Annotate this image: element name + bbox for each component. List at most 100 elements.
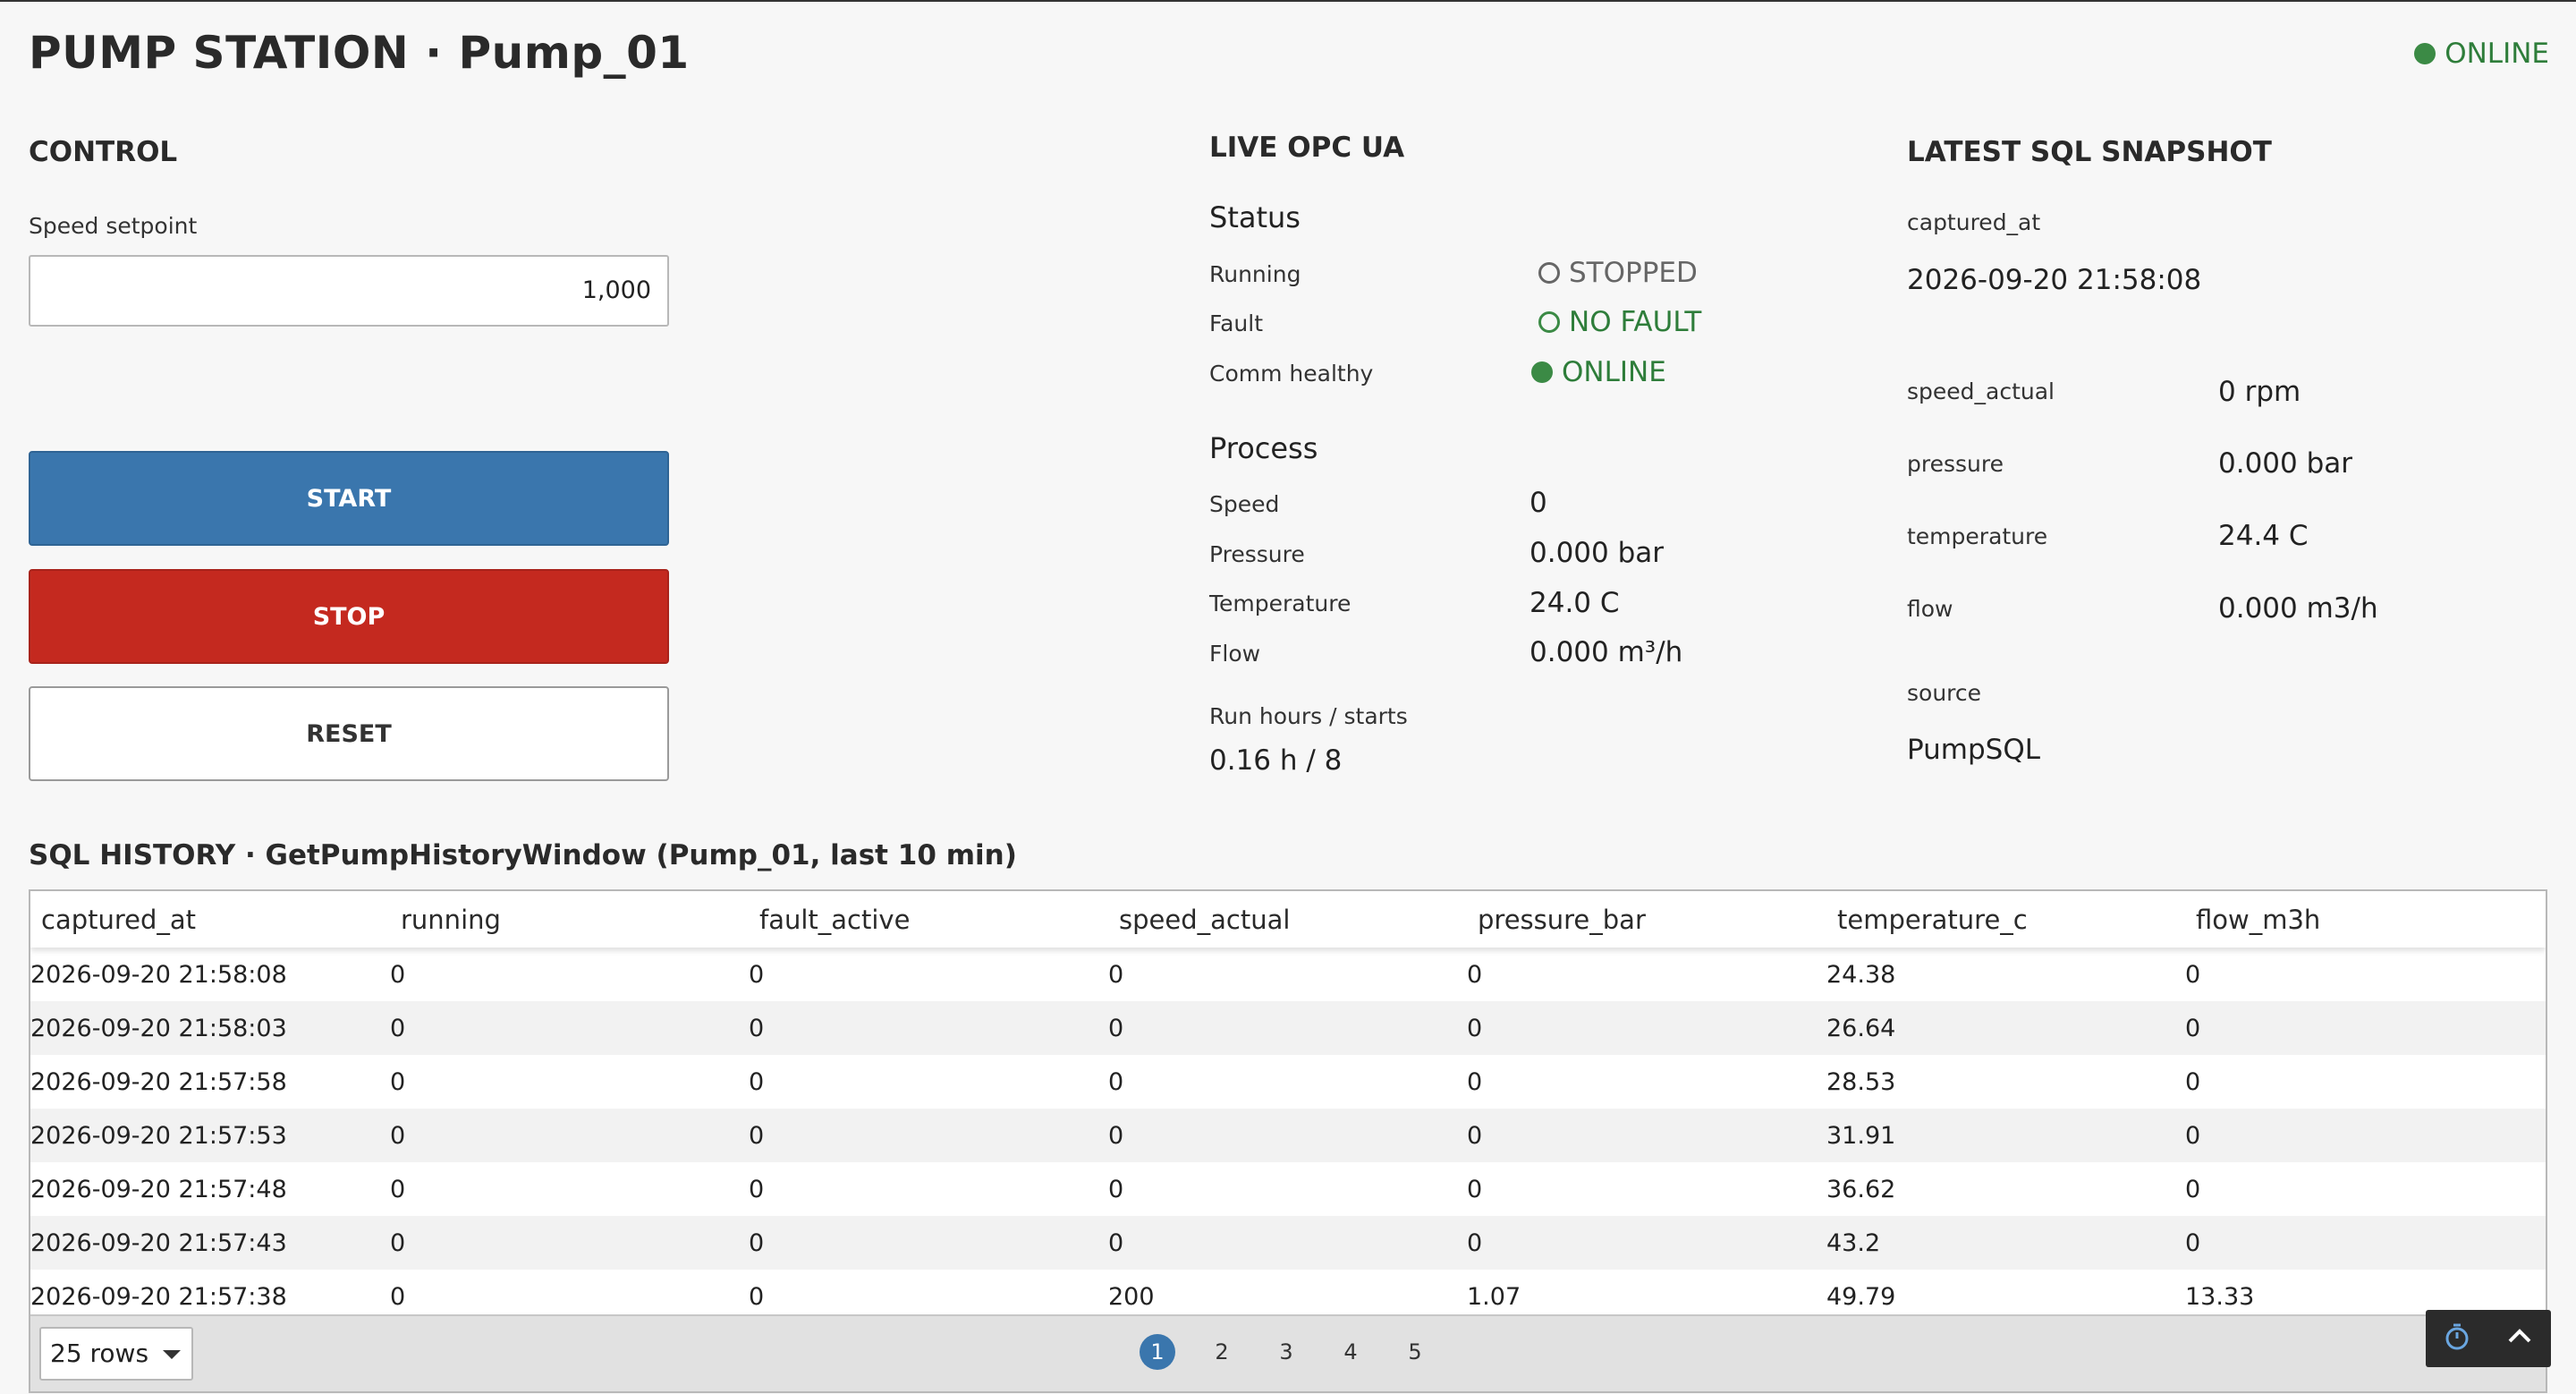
table-cell: 200 — [1108, 1282, 1155, 1311]
table-row[interactable]: 2026-09-20 21:57:43 0 0 0 0 43.2 0 — [30, 1216, 2546, 1270]
column-header-pressure-bar[interactable]: pressure_bar — [1478, 904, 1646, 935]
flow-label: Flow — [1209, 641, 1261, 667]
history-heading: SQL HISTORY · GetPumpHistoryWindow (Pump… — [29, 839, 1017, 871]
table-cell: 0 — [2185, 1014, 2201, 1042]
table-cell: 28.53 — [1826, 1067, 1896, 1096]
snap-flow-value: 0.000 m3/h — [2218, 592, 2378, 625]
fault-status: NO FAULT — [1538, 306, 1701, 338]
table-cell: 0 — [749, 1228, 765, 1257]
table-cell: 0 — [1467, 1121, 1483, 1150]
table-cell: 0 — [2185, 1067, 2201, 1096]
table-cell: 0 — [1467, 1014, 1483, 1042]
captured-value: 2026-09-20 21:58:08 — [1907, 264, 2202, 296]
table-cell: 2026-09-20 21:58:08 — [30, 960, 287, 989]
column-header-speed-actual[interactable]: speed_actual — [1119, 904, 1291, 935]
flow-value: 0.000 m³/h — [1530, 636, 1683, 668]
table-cell: 0 — [1467, 960, 1483, 989]
online-dot-icon — [2414, 43, 2436, 64]
table-cell: 0 — [1467, 1175, 1483, 1203]
table-cell: 0 — [1108, 1067, 1124, 1096]
page-1-button[interactable]: 1 — [1140, 1334, 1175, 1370]
table-cell: 0 — [2185, 960, 2201, 989]
table-header: captured_at running fault_active speed_a… — [30, 891, 2546, 948]
table-cell: 0 — [749, 960, 765, 989]
source-label: source — [1907, 680, 1982, 706]
runhours-label: Run hours / starts — [1209, 703, 1408, 729]
table-cell: 0 — [749, 1175, 765, 1203]
table-cell: 0 — [749, 1282, 765, 1311]
opc-heading: LIVE OPC UA — [1209, 132, 1405, 164]
table-cell: 26.64 — [1826, 1014, 1896, 1042]
table-row[interactable]: 2026-09-20 21:58:03 0 0 0 0 26.64 0 — [30, 1001, 2546, 1055]
snapshot-heading: LATEST SQL SNAPSHOT — [1907, 136, 2272, 168]
speed-setpoint-input[interactable]: 1,000 — [29, 255, 669, 327]
chevron-up-icon[interactable] — [2504, 1322, 2535, 1356]
column-header-temperature-c[interactable]: temperature_c — [1837, 904, 2028, 935]
control-heading: CONTROL — [29, 136, 178, 168]
table-row[interactable]: 2026-09-20 21:57:48 0 0 0 0 36.62 0 — [30, 1162, 2546, 1216]
table-cell: 0 — [390, 960, 406, 989]
pagination: 1 2 3 4 5 — [1140, 1334, 1462, 1370]
caret-down-icon — [163, 1350, 181, 1359]
table-cell: 0 — [2185, 1228, 2201, 1257]
table-cell: 0 — [1467, 1067, 1483, 1096]
running-value: STOPPED — [1569, 257, 1698, 289]
page-3-button[interactable]: 3 — [1279, 1339, 1293, 1364]
running-status: STOPPED — [1538, 257, 1698, 289]
page-5-button[interactable]: 5 — [1408, 1339, 1422, 1364]
opc-status-heading: Status — [1209, 200, 1301, 234]
start-button[interactable]: START — [29, 451, 669, 546]
temperature-value: 24.0 C — [1530, 587, 1620, 619]
table-cell: 0 — [1108, 1014, 1124, 1042]
table-row[interactable]: 2026-09-20 21:58:08 0 0 0 0 24.38 0 — [30, 948, 2546, 1001]
comm-label: Comm healthy — [1209, 361, 1374, 387]
table-cell: 43.2 — [1826, 1228, 1881, 1257]
fault-value: NO FAULT — [1569, 306, 1702, 338]
table-cell: 24.38 — [1826, 960, 1896, 989]
rows-per-page-value: 25 rows — [50, 1339, 149, 1368]
table-cell: 0 — [1108, 1175, 1124, 1203]
comm-status: ONLINE — [1531, 356, 1666, 388]
runhours-value: 0.16 h / 8 — [1209, 744, 1343, 777]
snap-pressure-label: pressure — [1907, 451, 2004, 477]
captured-label: captured_at — [1907, 209, 2041, 235]
table-cell: 0 — [749, 1121, 765, 1150]
fault-label: Fault — [1209, 310, 1263, 336]
snap-flow-label: flow — [1907, 596, 1953, 622]
table-footer: 25 rows 1 2 3 4 5 — [30, 1314, 2546, 1391]
table-cell: 36.62 — [1826, 1175, 1896, 1203]
stop-button[interactable]: STOP — [29, 569, 669, 664]
speed-label: Speed — [1209, 491, 1280, 517]
column-header-running[interactable]: running — [401, 904, 501, 935]
rows-per-page-select[interactable]: 25 rows — [39, 1327, 193, 1381]
table-cell: 31.91 — [1826, 1121, 1896, 1150]
history-table: captured_at running fault_active speed_a… — [29, 889, 2547, 1393]
table-row[interactable]: 2026-09-20 21:57:58 0 0 0 0 28.53 0 — [30, 1055, 2546, 1109]
stopped-ring-icon — [1538, 262, 1560, 284]
table-cell: 2026-09-20 21:57:43 — [30, 1228, 287, 1257]
pressure-value: 0.000 bar — [1530, 537, 1665, 569]
running-label: Running — [1209, 261, 1301, 287]
snap-speed-value: 0 rpm — [2218, 376, 2301, 408]
table-row[interactable]: 2026-09-20 21:57:53 0 0 0 0 31.91 0 — [30, 1109, 2546, 1162]
floating-toolbar — [2426, 1310, 2551, 1367]
table-body: 2026-09-20 21:58:08 0 0 0 0 24.38 0 2026… — [30, 948, 2546, 1323]
connection-status: ONLINE — [2414, 38, 2549, 70]
table-cell: 0 — [2185, 1175, 2201, 1203]
reset-button[interactable]: RESET — [29, 686, 669, 781]
column-header-captured-at[interactable]: captured_at — [41, 904, 197, 935]
comm-online-dot-icon — [1531, 361, 1553, 383]
column-header-fault-active[interactable]: fault_active — [759, 904, 911, 935]
page-2-button[interactable]: 2 — [1215, 1339, 1229, 1364]
table-cell: 49.79 — [1826, 1282, 1896, 1311]
table-cell: 0 — [2185, 1121, 2201, 1150]
comm-value: ONLINE — [1562, 356, 1666, 388]
snap-speed-label: speed_actual — [1907, 378, 2055, 404]
snap-temperature-label: temperature — [1907, 523, 2048, 549]
page-4-button[interactable]: 4 — [1343, 1339, 1358, 1364]
column-header-flow-m3h[interactable]: flow_m3h — [2196, 904, 2321, 935]
table-cell: 0 — [390, 1282, 406, 1311]
table-cell: 2026-09-20 21:57:38 — [30, 1282, 287, 1311]
stopwatch-icon[interactable] — [2442, 1322, 2472, 1356]
source-value: PumpSQL — [1907, 734, 2041, 766]
